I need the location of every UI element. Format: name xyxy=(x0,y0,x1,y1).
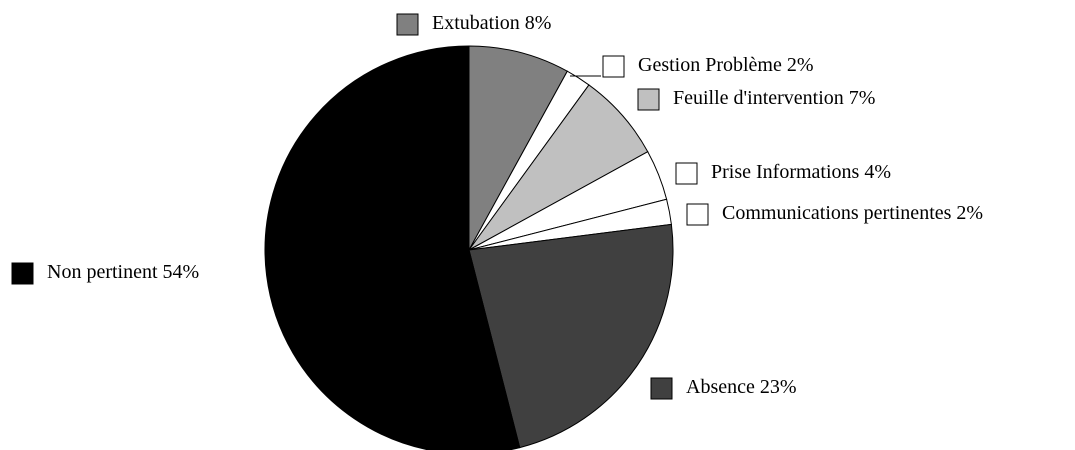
slice-label: Communications pertinentes 2% xyxy=(722,202,983,224)
slice-name: Prise Informations xyxy=(711,161,860,183)
pie-slice xyxy=(264,45,521,450)
slice-value: 2% xyxy=(956,202,983,224)
slice-name: Feuille d'intervention xyxy=(673,87,844,109)
legend-swatch xyxy=(396,13,419,36)
slice-label: Extubation 8% xyxy=(432,12,551,34)
pie-slice xyxy=(468,223,674,449)
slice-name: Extubation xyxy=(432,12,520,34)
slice-value: 54% xyxy=(163,261,200,283)
slice-value: 8% xyxy=(525,12,552,34)
pie-slice xyxy=(468,45,568,251)
slice-name: Gestion Problème xyxy=(638,54,782,76)
slice-name: Communications pertinentes xyxy=(722,202,952,224)
slice-label: Prise Informations 4% xyxy=(711,161,891,183)
slice-value: 23% xyxy=(760,376,797,398)
legend-swatch xyxy=(602,55,625,78)
slice-value: 7% xyxy=(849,87,876,109)
legend-swatch xyxy=(637,88,660,111)
slice-name: Non pertinent xyxy=(47,261,158,283)
legend-swatch xyxy=(11,262,34,285)
slice-label: Non pertinent 54% xyxy=(47,261,199,283)
slice-label: Absence 23% xyxy=(686,376,797,398)
legend-swatch xyxy=(675,162,698,185)
legend-swatch xyxy=(650,377,673,400)
slice-label: Feuille d'intervention 7% xyxy=(673,87,875,109)
slice-name: Absence xyxy=(686,376,755,398)
slice-value: 4% xyxy=(864,161,891,183)
legend-swatch xyxy=(686,203,709,226)
slice-value: 2% xyxy=(787,54,814,76)
slice-label: Gestion Problème 2% xyxy=(638,54,814,76)
